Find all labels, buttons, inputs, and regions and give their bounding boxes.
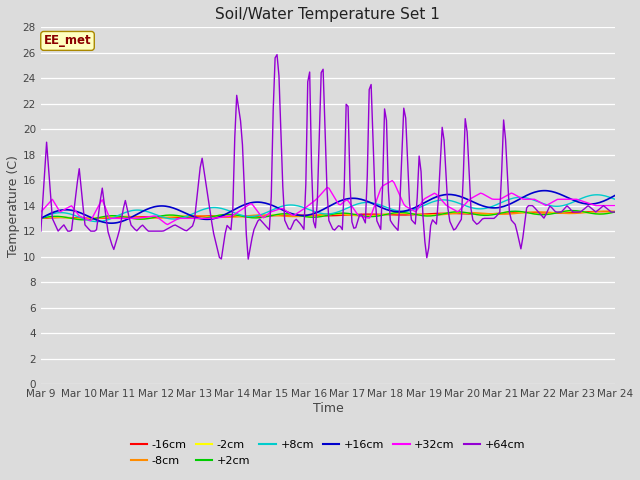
Text: EE_met: EE_met: [44, 35, 92, 48]
Y-axis label: Temperature (C): Temperature (C): [7, 155, 20, 257]
Legend: -16cm, -8cm, -2cm, +2cm, +8cm, +16cm, +32cm, +64cm: -16cm, -8cm, -2cm, +2cm, +8cm, +16cm, +3…: [126, 436, 530, 470]
Title: Soil/Water Temperature Set 1: Soil/Water Temperature Set 1: [216, 7, 440, 22]
X-axis label: Time: Time: [312, 402, 343, 415]
